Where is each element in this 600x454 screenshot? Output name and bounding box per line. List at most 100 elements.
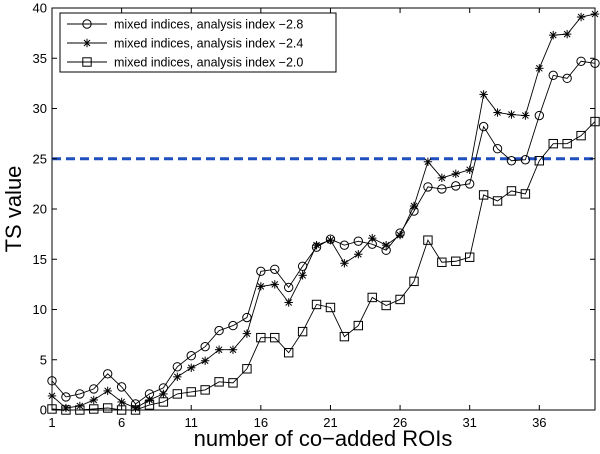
circle-marker-shape <box>242 312 252 323</box>
data-point <box>339 331 350 342</box>
plot-frame <box>51 7 596 411</box>
data-point <box>270 280 279 289</box>
legend-marker <box>82 57 92 67</box>
legend-marker <box>82 38 92 48</box>
data-point <box>89 395 98 405</box>
data-point <box>214 377 224 387</box>
data-point <box>284 298 293 307</box>
asterisk-stroke <box>452 170 460 178</box>
square-marker-shape <box>102 403 113 413</box>
circle-marker-shape <box>548 70 558 81</box>
asterisk-stroke <box>313 241 320 249</box>
data-point <box>256 332 266 343</box>
square-marker-shape <box>339 331 350 342</box>
asterisk-stroke <box>480 91 487 98</box>
asterisk-stroke <box>229 346 237 354</box>
data-point <box>409 201 419 211</box>
data-point <box>562 29 572 39</box>
circle-marker-shape <box>534 110 545 121</box>
x-tick-label: 26 <box>393 415 407 430</box>
data-point <box>326 235 335 245</box>
asterisk-stroke <box>341 259 348 267</box>
square-marker-shape <box>47 404 57 414</box>
series-line <box>51 13 596 409</box>
data-point <box>270 332 280 343</box>
data-point <box>297 326 308 337</box>
square-marker-shape <box>311 299 322 310</box>
legend-entry: mixed indices, analysis index −2.8 <box>67 18 303 32</box>
x-tick-label: 1 <box>48 415 55 430</box>
data-point <box>353 236 364 246</box>
asterisk-stroke <box>549 31 557 39</box>
x-tick-label: 31 <box>462 415 476 430</box>
square-marker-shape <box>200 385 210 395</box>
square-marker-shape <box>353 320 364 331</box>
circle-marker-shape <box>102 369 113 379</box>
data-point <box>200 356 210 365</box>
square-marker-shape <box>82 57 92 67</box>
asterisk-stroke <box>104 387 112 395</box>
data-point <box>47 376 57 386</box>
circle-marker-shape <box>200 341 210 352</box>
circle-marker-shape <box>506 156 517 166</box>
square-marker-shape <box>283 348 294 358</box>
asterisk-stroke <box>118 398 125 406</box>
data-point <box>590 9 600 19</box>
data-point <box>381 300 391 311</box>
legend-entry: mixed indices, analysis index −2.0 <box>67 56 303 70</box>
asterisk-stroke <box>243 330 251 337</box>
data-point <box>590 116 600 127</box>
square-marker-shape <box>256 332 266 343</box>
data-point <box>548 138 558 149</box>
circle-marker-shape <box>339 240 350 250</box>
y-tick-label: 10 <box>33 302 47 317</box>
x-tick-label: 6 <box>118 415 125 430</box>
square-marker-shape <box>464 252 475 262</box>
data-point <box>130 405 141 415</box>
data-point <box>534 156 545 166</box>
data-point <box>521 111 530 120</box>
data-point <box>548 70 558 81</box>
data-point <box>228 345 238 354</box>
asterisk-stroke <box>577 13 585 21</box>
data-point <box>228 378 238 388</box>
data-point <box>478 121 489 132</box>
asterisk-stroke <box>285 299 293 306</box>
data-point <box>423 157 433 166</box>
square-marker-shape <box>520 189 531 199</box>
circle-marker-shape <box>492 144 503 154</box>
asterisk-stroke <box>494 109 501 116</box>
circle-marker-shape <box>61 392 71 402</box>
circle-marker-shape <box>464 179 475 189</box>
data-point <box>144 400 155 410</box>
data-point <box>61 403 71 413</box>
data-point <box>437 184 447 194</box>
y-tick-label: 20 <box>33 202 47 217</box>
data-point <box>117 397 126 407</box>
data-point <box>507 110 516 119</box>
data-point <box>61 405 71 415</box>
data-point <box>228 320 238 331</box>
data-point <box>368 233 377 243</box>
square-marker-shape <box>214 377 224 387</box>
circle-marker-shape <box>576 56 586 66</box>
asterisk-stroke <box>354 250 362 258</box>
y-tick-label: 40 <box>33 1 47 16</box>
data-point <box>102 369 113 379</box>
square-marker-shape <box>144 400 155 410</box>
data-point <box>75 405 85 415</box>
legend-entry: mixed indices, analysis index −2.4 <box>67 37 303 51</box>
data-point <box>214 345 224 354</box>
square-marker-shape <box>228 378 238 388</box>
x-tick-label: 21 <box>323 415 337 430</box>
data-point <box>311 299 322 310</box>
data-point <box>89 404 99 414</box>
asterisk-stroke <box>424 158 432 166</box>
data-point <box>325 302 336 313</box>
circle-marker-shape <box>590 58 600 68</box>
asterisk-stroke <box>382 241 390 249</box>
x-axis-title: number of co−added ROIs <box>194 426 453 451</box>
square-marker-shape <box>506 186 517 196</box>
data-point <box>520 189 531 199</box>
circle-marker-shape <box>478 121 489 132</box>
